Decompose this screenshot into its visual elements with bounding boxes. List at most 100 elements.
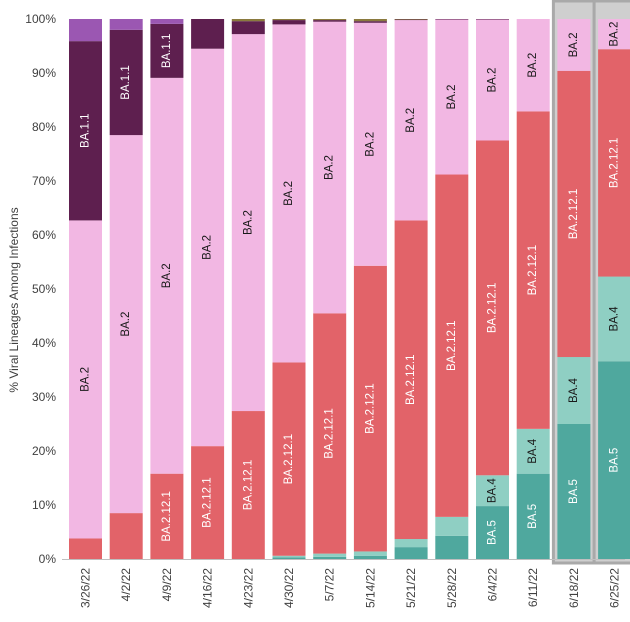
bar-segment-ba-1-1-4-23-22 [231, 21, 265, 35]
data-label-ba-2-12-1-4-30-22: BA.2.12.1 [283, 434, 295, 485]
y-tick-label: 100% [25, 12, 56, 26]
bar-segment-ba-4-6-25-22 [598, 276, 630, 362]
data-label-ba-1-1-4-9-22: BA.1.1 [161, 34, 173, 69]
bar-segment-ba-5-6-4-22 [476, 506, 509, 559]
bar-segment-ba-2-12-1-4-30-22 [272, 362, 306, 556]
bar-segment-ba-5-6-18-22 [557, 424, 591, 559]
x-tick-label: 3/26/22 [79, 568, 93, 608]
data-label-ba-5-6-25-22: BA.5 [609, 448, 621, 473]
bar-segment-ba-2-12-1-6-25-22 [598, 49, 630, 277]
x-tick-label: 6/4/22 [486, 568, 500, 602]
bar-segment-ba-4-6-18-22 [557, 357, 591, 424]
bar-segment-ba-2-6-18-22 [557, 19, 591, 71]
bar-segment-ba-2-5-14-22 [353, 22, 387, 266]
bar-segment-ba-2-5-7-22 [313, 21, 347, 314]
bar-segment-ba-4-5-14-22 [353, 551, 387, 556]
bar-segment-ba-1-1-3-26-22 [69, 41, 102, 221]
bar-segment-ba-2-12-1-6-18-22 [557, 70, 591, 358]
bar-segment-ba-2-4-23-22 [231, 34, 265, 412]
x-tick-label: 4/9/22 [160, 568, 174, 602]
bar-segment-ba-4-6-11-22 [516, 428, 550, 474]
bar-segment-ba-1-4-9-22 [150, 19, 184, 24]
y-tick-label: 60% [32, 228, 56, 242]
y-tick-label: 50% [32, 282, 56, 296]
segment-labels-layer: BA.1.1 BA.2 BA.1.1 BA.2 BA.1.1 BA.2 BA.2.12.1 B… [80, 22, 621, 545]
data-label-ba-2-12-1-6-11-22: BA.2.12.1 [527, 245, 539, 296]
bar-segment-ba-1-1-4-9-22 [150, 23, 184, 78]
bar-segment-other-5-7-22 [313, 19, 347, 21]
bars-layer [69, 19, 630, 559]
data-label-ba-2-12-1-6-25-22: BA.2.12.1 [609, 138, 621, 189]
y-tick-label: 90% [32, 66, 56, 80]
data-label-ba-2-5-21-22: BA.2 [405, 108, 417, 133]
data-label-ba-2-12-1-6-18-22: BA.2.12.1 [568, 189, 580, 240]
bar-segment-ba-1-1-4-16-22 [191, 19, 225, 49]
bar-segment-ba-5-4-30-22 [272, 557, 306, 559]
data-label-ba-2-12-1-4-23-22: BA.2.12.1 [242, 460, 254, 511]
x-tick-label: 5/14/22 [363, 568, 377, 608]
data-label-ba-5-6-11-22: BA.5 [527, 504, 539, 529]
x-tick-label: 4/23/22 [241, 568, 255, 608]
bar-segment-other-4-30-22 [272, 19, 306, 21]
bar-segment-ba-2-6-25-22 [598, 19, 630, 50]
x-tick-label: 5/7/22 [323, 568, 337, 602]
data-label-ba-2-12-1-4-16-22: BA.2.12.1 [202, 477, 214, 528]
data-label-ba-2-6-18-22: BA.2 [568, 32, 580, 57]
x-tick-label: 5/21/22 [404, 568, 418, 608]
x-tick-label: 6/18/22 [567, 568, 581, 608]
x-tick-label: 4/16/22 [201, 568, 215, 608]
y-tick-label: 20% [32, 444, 56, 458]
y-tick-label: 70% [32, 174, 56, 188]
bar-segment-ba-2-4-30-22 [272, 24, 306, 363]
data-label-ba-2-12-1-6-4-22: BA.2.12.1 [487, 283, 499, 334]
bar-segment-other-5-14-22 [353, 19, 387, 22]
bar-segment-ba-2-6-4-22 [476, 19, 509, 141]
bar-segment-ba-4-5-21-22 [394, 539, 428, 548]
bar-segment-ba-1-3-26-22 [69, 19, 102, 42]
data-label-ba-2-4-9-22: BA.2 [161, 263, 173, 288]
data-label-ba-4-6-4-22: BA.4 [487, 478, 499, 504]
bar-segment-ba-4-6-4-22 [476, 475, 509, 507]
y-axis: 0% 10% 20% 30% 40% 50% 60% 70% 80% 90% 100% [25, 12, 56, 566]
bar-segment-ba-5-5-7-22 [313, 556, 347, 559]
bar-segment-ba-2-12-1-3-26-22 [69, 538, 102, 559]
bar-segment-ba-2-12-1-5-21-22 [394, 220, 428, 540]
bar-segment-ba-5-5-21-22 [394, 547, 428, 559]
x-tick-label: 4/30/22 [282, 568, 296, 608]
data-label-ba-2-12-1-5-28-22: BA.2.12.1 [446, 320, 458, 371]
data-label-ba-4-6-25-22: BA.4 [609, 306, 621, 332]
y-tick-label: 30% [32, 390, 56, 404]
data-label-ba-2-5-7-22: BA.2 [324, 155, 336, 180]
data-label-ba-2-12-1-5-7-22: BA.2.12.1 [324, 408, 336, 459]
bar-segment-ba-2-4-16-22 [191, 48, 225, 447]
x-tick-label: 6/25/22 [608, 568, 622, 608]
bar-segment-ba-1-1-4-2-22 [109, 29, 143, 136]
bar-segment-ba-1-1-6-4-22 [476, 19, 509, 20]
data-label-ba-2-4-23-22: BA.2 [242, 210, 254, 235]
bar-segment-ba-4-4-30-22 [272, 555, 306, 558]
bar-segment-ba-2-4-2-22 [109, 135, 143, 514]
bar-segment-ba-5-6-25-22 [598, 361, 630, 559]
data-label-ba-2-6-25-22: BA.2 [609, 22, 621, 47]
bar-segment-ba-2-5-28-22 [435, 19, 469, 175]
data-label-ba-1-1-4-2-22: BA.1.1 [120, 65, 132, 100]
bar-segment-ba-2-12-1-6-4-22 [476, 140, 509, 476]
bar-segment-other-4-23-22 [231, 19, 265, 22]
data-label-ba-2-3-26-22: BA.2 [80, 367, 92, 392]
bar-segment-ba-2-12-1-6-11-22 [516, 111, 550, 429]
bar-segment-ba-4-5-28-22 [435, 516, 469, 536]
bar-segment-ba-1-1-5-21-22 [394, 19, 428, 21]
bar-segment-ba-1-4-2-22 [109, 19, 143, 30]
bar-segment-ba-2-12-1-5-28-22 [435, 174, 469, 517]
bar-segment-other-5-21-22 [394, 19, 428, 20]
y-tick-label: 80% [32, 120, 56, 134]
data-label-ba-2-4-16-22: BA.2 [202, 235, 214, 260]
x-tick-label: 6/11/22 [526, 568, 540, 607]
data-label-ba-1-1-3-26-22: BA.1.1 [80, 114, 92, 149]
bar-segment-ba-2-6-11-22 [516, 19, 550, 112]
bar-segment-ba-5-6-11-22 [516, 473, 550, 559]
bar-segment-ba-2-12-1-4-16-22 [191, 446, 225, 559]
data-label-ba-2-5-28-22: BA.2 [446, 85, 458, 110]
